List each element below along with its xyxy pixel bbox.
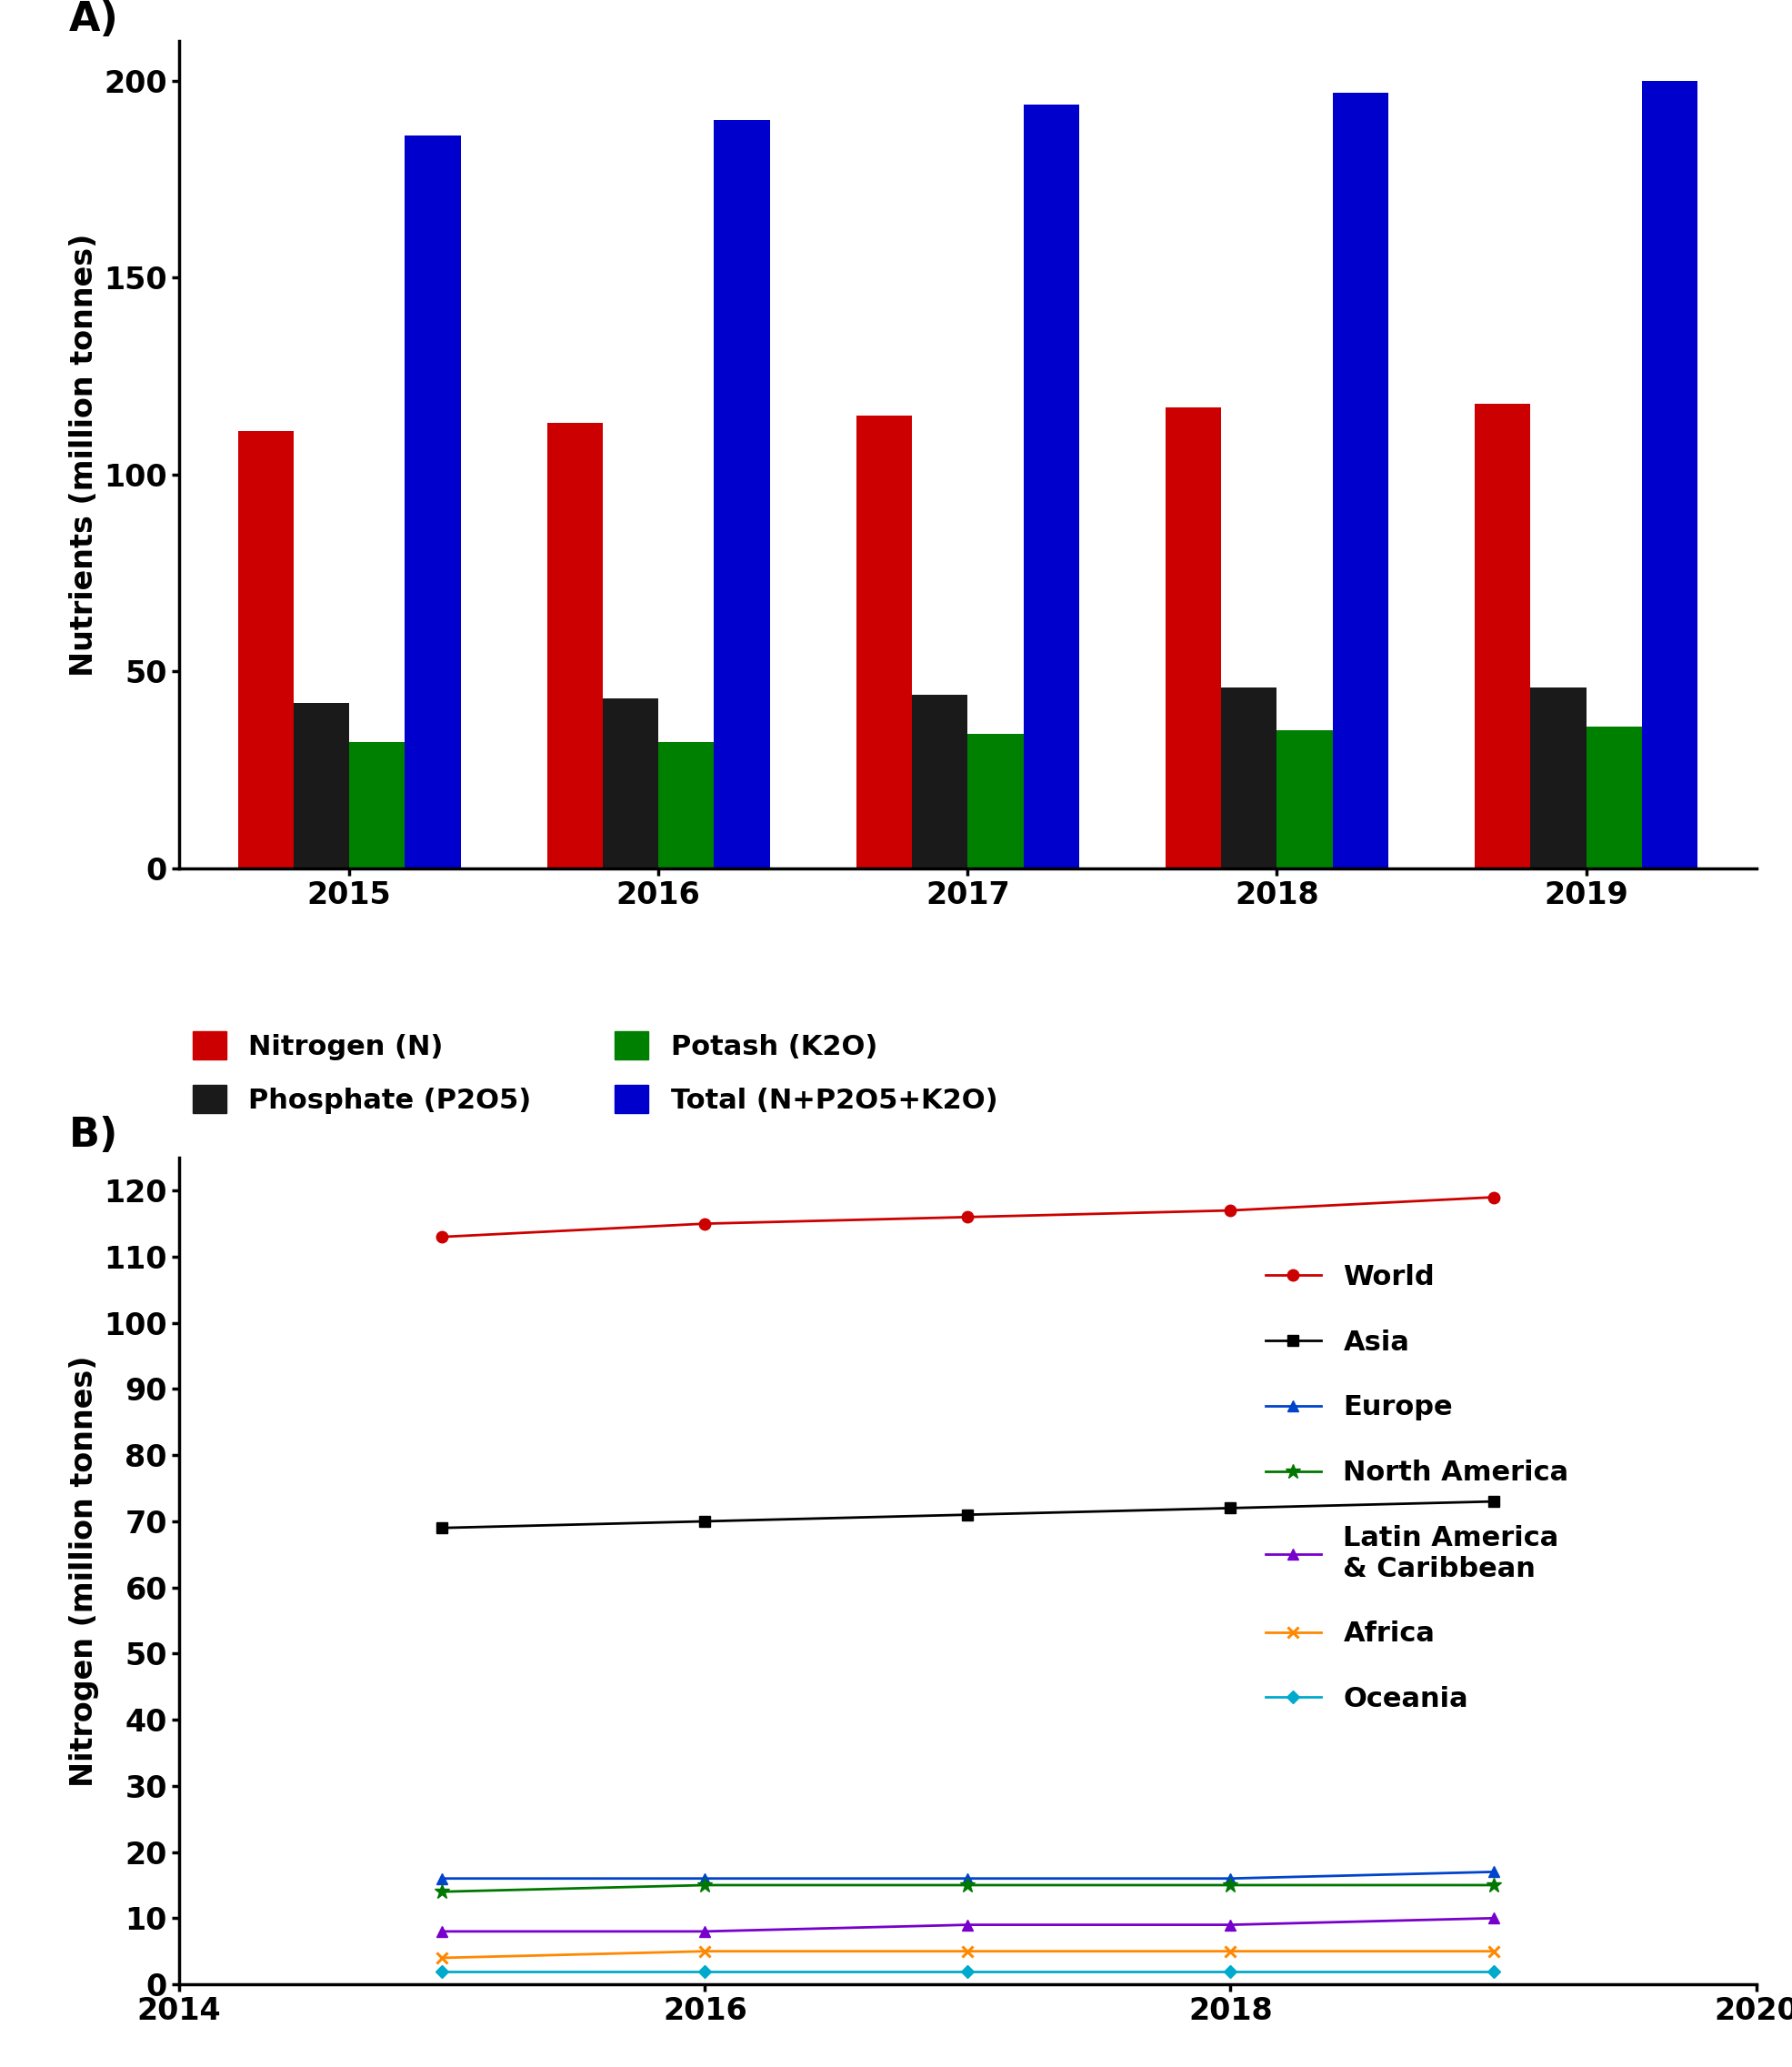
- Line: Africa: Africa: [435, 1945, 1500, 1964]
- Oceania: [1482, 1960, 1503, 1984]
- Line: North America: North America: [434, 1877, 1502, 1900]
- Bar: [857, 415, 912, 868]
- Africa: [1482, 1939, 1503, 1964]
- Latin America
& Caribbean: [694, 1918, 715, 1943]
- World: [694, 1211, 715, 1236]
- Bar: [405, 136, 461, 868]
- Bar: [294, 703, 349, 868]
- Bar: [1475, 403, 1530, 868]
- Bar: [1333, 93, 1389, 868]
- Bar: [1165, 407, 1220, 868]
- Asia: [957, 1503, 978, 1528]
- Africa: [694, 1939, 715, 1964]
- Text: A): A): [68, 0, 118, 39]
- Bar: [349, 742, 405, 868]
- Bar: [912, 695, 968, 868]
- North America: [1220, 1873, 1242, 1898]
- Bar: [1530, 686, 1586, 868]
- Bar: [1641, 81, 1697, 868]
- Latin America
& Caribbean: [1220, 1912, 1242, 1937]
- Bar: [602, 699, 658, 868]
- Europe: [694, 1867, 715, 1891]
- Bar: [238, 432, 294, 868]
- Europe: [957, 1867, 978, 1891]
- Bar: [658, 742, 715, 868]
- Line: Europe: Europe: [435, 1867, 1500, 1885]
- Y-axis label: Nitrogen (million tonnes): Nitrogen (million tonnes): [68, 1356, 99, 1786]
- Latin America
& Caribbean: [1482, 1906, 1503, 1931]
- Line: World: World: [435, 1191, 1500, 1242]
- Bar: [715, 120, 771, 868]
- Europe: [1482, 1860, 1503, 1885]
- Bar: [547, 424, 602, 868]
- North America: [1482, 1873, 1503, 1898]
- Line: Oceania: Oceania: [437, 1966, 1498, 1976]
- Asia: [694, 1509, 715, 1534]
- Europe: [1220, 1867, 1242, 1891]
- Africa: [432, 1945, 453, 1970]
- Bar: [1023, 103, 1079, 868]
- World: [1220, 1199, 1242, 1224]
- Asia: [1220, 1497, 1242, 1521]
- World: [1482, 1184, 1503, 1209]
- Latin America
& Caribbean: [957, 1912, 978, 1937]
- Text: B): B): [68, 1116, 118, 1155]
- Latin America
& Caribbean: [432, 1918, 453, 1943]
- Y-axis label: Nutrients (million tonnes): Nutrients (million tonnes): [68, 234, 99, 676]
- North America: [957, 1873, 978, 1898]
- Line: Asia: Asia: [435, 1497, 1500, 1534]
- Bar: [968, 734, 1023, 868]
- Oceania: [432, 1960, 453, 1984]
- North America: [432, 1879, 453, 1904]
- Europe: [432, 1867, 453, 1891]
- Legend: Nitrogen (N), Phosphate (P2O5), Potash (K2O), Total (N+P2O5+K2O): Nitrogen (N), Phosphate (P2O5), Potash (…: [194, 1031, 998, 1114]
- Bar: [1278, 730, 1333, 868]
- Asia: [432, 1515, 453, 1540]
- Bar: [1586, 726, 1641, 868]
- Bar: [1220, 686, 1278, 868]
- World: [957, 1205, 978, 1230]
- Oceania: [694, 1960, 715, 1984]
- World: [432, 1224, 453, 1248]
- Oceania: [957, 1960, 978, 1984]
- Legend: World, Asia, Europe, North America, Latin America
& Caribbean, Africa, Oceania: World, Asia, Europe, North America, Lati…: [1265, 1263, 1568, 1714]
- North America: [694, 1873, 715, 1898]
- Line: Latin America
& Caribbean: Latin America & Caribbean: [435, 1912, 1500, 1937]
- Africa: [1220, 1939, 1242, 1964]
- Asia: [1482, 1488, 1503, 1513]
- Africa: [957, 1939, 978, 1964]
- Oceania: [1220, 1960, 1242, 1984]
